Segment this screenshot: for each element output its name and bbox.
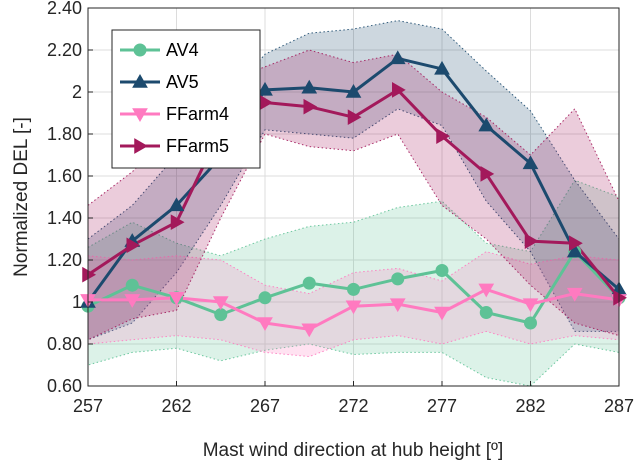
point-av4 — [524, 316, 537, 330]
x-tick-label: 267 — [250, 396, 280, 416]
point-ffarm4 — [168, 292, 185, 306]
y-tick-label: 1.80 — [47, 124, 82, 144]
point-av5 — [478, 117, 495, 132]
y-tick-label: 1.40 — [47, 208, 82, 228]
legend-marker-av4 — [133, 43, 147, 57]
point-av5 — [434, 60, 450, 75]
point-av4 — [391, 272, 405, 286]
y-tick-label: 2.20 — [47, 40, 82, 60]
x-tick-label: 282 — [515, 396, 545, 416]
point-ffarm5 — [303, 98, 318, 115]
point-ffarm4 — [566, 287, 583, 302]
point-av4 — [125, 278, 139, 292]
point-av5 — [522, 155, 539, 170]
point-ffarm5 — [569, 235, 583, 252]
point-av5 — [257, 81, 273, 96]
point-av5 — [389, 50, 406, 65]
point-ffarm5 — [480, 166, 495, 182]
legend-marker-av5 — [132, 73, 148, 88]
point-av4 — [258, 291, 272, 305]
x-tick-label: 277 — [427, 396, 457, 416]
point-ffarm4 — [522, 298, 539, 313]
point-ffarm5 — [436, 128, 451, 144]
x-tick-label: 287 — [604, 396, 634, 416]
point-ffarm4 — [345, 300, 362, 315]
y-tick-label: 1.60 — [47, 166, 82, 186]
point-av5 — [301, 79, 318, 94]
y-tick-label: 2 — [72, 82, 82, 102]
point-ffarm5 — [524, 233, 539, 249]
point-ffarm5 — [170, 214, 185, 231]
point-av4 — [347, 282, 360, 296]
point-ffarm5 — [392, 82, 406, 98]
legend-label-ffarm4: FFarm4 — [166, 104, 229, 124]
legend-marker-ffarm4 — [132, 108, 148, 123]
point-ffarm5 — [82, 266, 97, 283]
point-av4 — [214, 308, 228, 322]
point-av4 — [435, 264, 449, 277]
point-ffarm5 — [126, 237, 141, 254]
x-tick-label: 262 — [161, 396, 191, 416]
point-ffarm4 — [301, 323, 318, 338]
point-ffarm5 — [347, 109, 362, 126]
point-av4 — [479, 306, 493, 319]
legend-marker-ffarm5 — [134, 138, 149, 154]
y-axis-ticks: 0.60 0.80 1 1.20 1.40 1.60 1.80 2 2.20 2.40 — [47, 0, 93, 396]
point-ffarm4 — [478, 283, 495, 298]
legend-label-av4: AV4 — [166, 40, 199, 60]
legend-label-av5: AV5 — [166, 72, 199, 92]
point-ffarm4 — [212, 296, 229, 311]
y-tick-label: 2.40 — [47, 0, 82, 18]
point-av5 — [168, 197, 185, 212]
y-axis-label: Normalized DEL [-] — [11, 117, 32, 277]
point-ffarm5 — [613, 289, 628, 306]
y-tick-label: 1.20 — [47, 250, 82, 270]
y-tick-label: 0.80 — [47, 334, 82, 354]
x-axis-ticks: 257 262 267 272 277 282 287 — [73, 381, 634, 416]
point-av5 — [566, 243, 583, 258]
point-ffarm4 — [257, 317, 273, 332]
x-tick-label: 257 — [73, 396, 103, 416]
legend-label-ffarm5: FFarm5 — [166, 136, 229, 156]
legend: AV4 AV5 FFarm4 FFarm5 — [111, 29, 261, 169]
x-tick-label: 272 — [338, 396, 368, 416]
y-tick-label: 0.60 — [47, 376, 82, 396]
point-av4 — [302, 276, 316, 290]
point-ffarm4 — [389, 298, 406, 313]
point-ffarm4 — [434, 306, 450, 321]
y-tick-label: 1 — [72, 292, 82, 312]
point-av5 — [345, 83, 362, 98]
point-ffarm4 — [124, 294, 141, 308]
x-axis-label: Mast wind direction at hub height [º] — [203, 440, 504, 461]
